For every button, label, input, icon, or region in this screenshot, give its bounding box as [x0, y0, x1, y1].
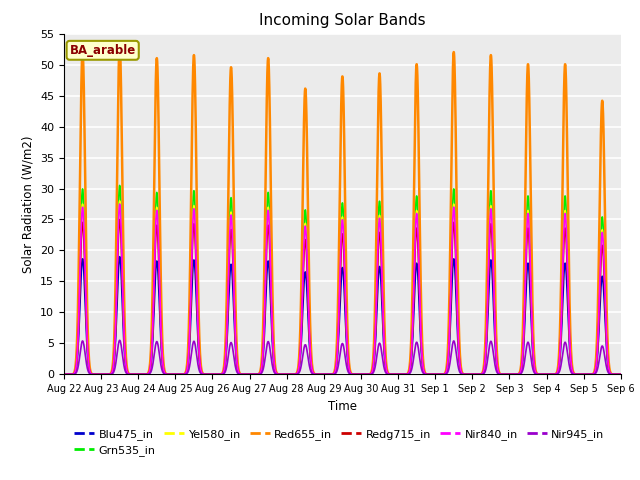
- Line: Redg715_in: Redg715_in: [64, 219, 621, 374]
- Red655_in: [179, 372, 187, 377]
- Blu475_in: [617, 372, 625, 377]
- Nir840_in: [419, 365, 427, 371]
- Nir945_in: [615, 372, 623, 377]
- Yel580_in: [615, 372, 623, 377]
- Nir840_in: [269, 331, 276, 336]
- Redg715_in: [60, 372, 68, 377]
- Line: Grn535_in: Grn535_in: [64, 185, 621, 374]
- Yel580_in: [499, 372, 506, 377]
- Nir840_in: [499, 372, 506, 377]
- Grn535_in: [173, 372, 181, 377]
- Blu475_in: [179, 372, 187, 377]
- X-axis label: Time: Time: [328, 400, 357, 413]
- Line: Yel580_in: Yel580_in: [64, 201, 621, 374]
- Grn535_in: [419, 365, 427, 371]
- Y-axis label: Solar Radiation (W/m2): Solar Radiation (W/m2): [22, 135, 35, 273]
- Grn535_in: [499, 372, 506, 377]
- Redg715_in: [269, 335, 276, 340]
- Nir840_in: [615, 372, 623, 377]
- Red655_in: [499, 372, 506, 377]
- Grn535_in: [269, 326, 276, 332]
- Red655_in: [269, 293, 276, 299]
- Redg715_in: [116, 216, 124, 222]
- Redg715_in: [499, 372, 506, 377]
- Grn535_in: [116, 182, 124, 188]
- Blu475_in: [60, 372, 68, 377]
- Nir945_in: [499, 372, 506, 377]
- Redg715_in: [179, 372, 187, 377]
- Grn535_in: [60, 372, 68, 377]
- Nir945_in: [173, 372, 181, 377]
- Nir945_in: [269, 363, 276, 369]
- Blu475_in: [499, 372, 506, 377]
- Nir840_in: [116, 201, 124, 207]
- Text: BA_arable: BA_arable: [70, 44, 136, 57]
- Red655_in: [116, 43, 124, 49]
- Redg715_in: [173, 372, 181, 377]
- Redg715_in: [615, 372, 623, 377]
- Blu475_in: [419, 367, 427, 373]
- Grn535_in: [615, 372, 623, 377]
- Blu475_in: [173, 372, 181, 377]
- Red655_in: [615, 372, 623, 377]
- Nir945_in: [179, 372, 187, 377]
- Yel580_in: [60, 372, 68, 377]
- Line: Nir840_in: Nir840_in: [64, 204, 621, 374]
- Nir945_in: [116, 337, 124, 343]
- Nir945_in: [617, 372, 625, 377]
- Red655_in: [617, 372, 625, 377]
- Red655_in: [173, 372, 181, 377]
- Line: Blu475_in: Blu475_in: [64, 257, 621, 374]
- Nir945_in: [419, 370, 427, 376]
- Nir840_in: [60, 372, 68, 377]
- Title: Incoming Solar Bands: Incoming Solar Bands: [259, 13, 426, 28]
- Redg715_in: [419, 366, 427, 372]
- Yel580_in: [269, 330, 276, 336]
- Legend: Blu475_in, Grn535_in, Yel580_in, Red655_in, Redg715_in, Nir840_in, Nir945_in: Blu475_in, Grn535_in, Yel580_in, Red655_…: [70, 424, 609, 460]
- Yel580_in: [419, 365, 427, 371]
- Line: Nir945_in: Nir945_in: [64, 340, 621, 374]
- Blu475_in: [615, 372, 623, 377]
- Nir945_in: [60, 372, 68, 377]
- Nir840_in: [173, 372, 181, 377]
- Redg715_in: [617, 372, 625, 377]
- Red655_in: [419, 360, 427, 366]
- Nir840_in: [179, 372, 187, 377]
- Yel580_in: [179, 372, 187, 377]
- Grn535_in: [179, 372, 187, 377]
- Grn535_in: [617, 372, 625, 377]
- Yel580_in: [617, 372, 625, 377]
- Line: Red655_in: Red655_in: [64, 46, 621, 374]
- Yel580_in: [173, 372, 181, 377]
- Blu475_in: [116, 254, 124, 260]
- Red655_in: [60, 372, 68, 377]
- Yel580_in: [116, 198, 124, 204]
- Blu475_in: [269, 343, 276, 349]
- Nir840_in: [617, 372, 625, 377]
